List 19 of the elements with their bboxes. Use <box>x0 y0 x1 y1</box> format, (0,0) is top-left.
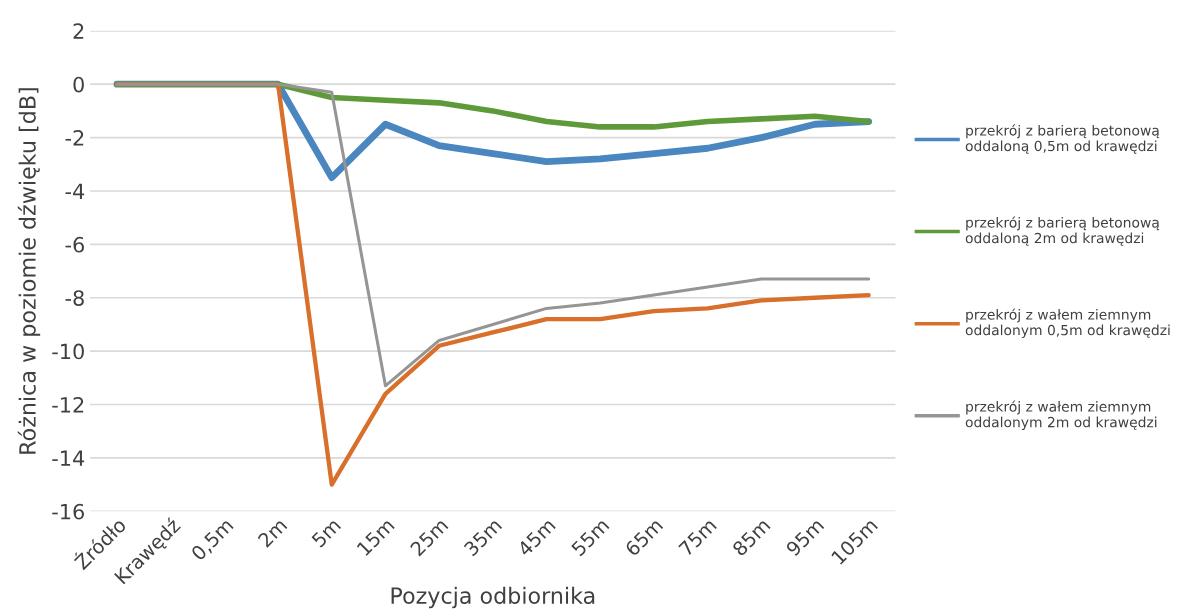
legend-label: przekrój z wałem ziemnym oddalonym 0,5m od krawędzi <box>965 308 1170 338</box>
y-tick-label: -12 <box>52 396 84 413</box>
y-tick-label: -4 <box>65 183 85 199</box>
y-tick-label: -6 <box>65 236 84 253</box>
y-axis-title: Różnica w poziomie dźwięku [dB] <box>17 88 41 454</box>
y-tick-label: -8 <box>65 290 84 306</box>
y-tick-label: 0 <box>73 76 84 93</box>
legend-label: przekrój z barierą betonową oddaloną 2m od krawędzi <box>965 216 1160 246</box>
legend-label: przekrój z barierą betonową oddaloną 0,5m od krawędzi <box>965 124 1160 154</box>
x-tick-label: 5m <box>311 517 342 548</box>
x-tick-label: 2m <box>257 517 288 548</box>
y-tick-label: 2 <box>73 23 84 39</box>
x-axis-title: Pozycja odbiornika <box>391 586 595 609</box>
y-tick-label: -2 <box>65 130 84 146</box>
y-tick-label: -10 <box>52 343 84 360</box>
legend-label: przekrój z wałem ziemnym oddalonym 2m od krawędzi <box>965 400 1157 431</box>
y-tick-label: -16 <box>52 503 84 520</box>
y-tick-label: -14 <box>52 450 85 466</box>
line-series <box>115 82 871 388</box>
